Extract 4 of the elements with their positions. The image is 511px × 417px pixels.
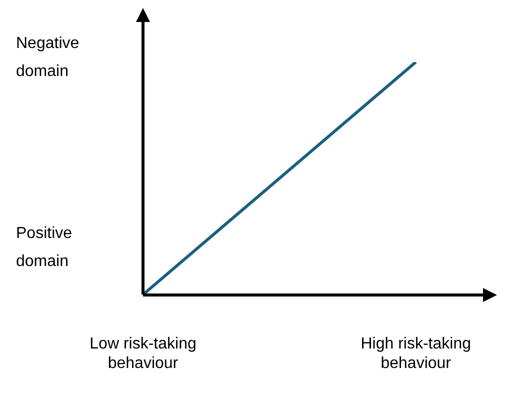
text: Positive domain bbox=[16, 224, 74, 272]
x-tick-label: High risk-taking behaviour bbox=[360, 336, 472, 372]
text: Negative domain bbox=[16, 34, 80, 82]
x-tick-label: Low risk-taking behaviour bbox=[90, 336, 196, 372]
